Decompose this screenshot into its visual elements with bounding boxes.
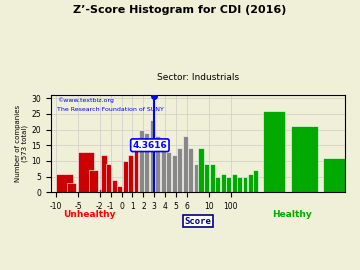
Text: Unhealthy: Unhealthy — [63, 210, 115, 219]
Bar — [215, 177, 220, 193]
Bar — [112, 180, 117, 193]
Text: The Research Foundation of SUNY: The Research Foundation of SUNY — [57, 107, 163, 112]
Bar — [150, 120, 155, 193]
Text: 4.3616: 4.3616 — [132, 141, 167, 150]
Bar — [123, 161, 127, 193]
Text: Sector: Industrials: Sector: Industrials — [157, 73, 239, 82]
Bar — [134, 145, 139, 193]
Y-axis label: Number of companies
(573 total): Number of companies (573 total) — [15, 105, 28, 182]
Bar — [89, 170, 98, 193]
Bar — [263, 111, 285, 193]
Bar — [226, 177, 231, 193]
Bar — [156, 136, 160, 193]
Bar — [128, 155, 133, 193]
Bar — [177, 148, 182, 193]
Bar — [161, 148, 166, 193]
Bar — [221, 174, 226, 193]
Bar — [194, 164, 198, 193]
Bar — [144, 133, 149, 193]
Bar — [183, 136, 188, 193]
Text: ©www.textbiz.org: ©www.textbiz.org — [57, 98, 113, 103]
Bar — [101, 155, 107, 193]
Text: Healthy: Healthy — [272, 210, 312, 219]
Bar — [248, 174, 253, 193]
Bar — [99, 189, 105, 193]
Bar — [204, 164, 209, 193]
Bar — [166, 151, 171, 193]
Bar — [67, 183, 76, 193]
Bar — [139, 130, 144, 193]
Bar — [243, 177, 247, 193]
Bar — [231, 174, 237, 193]
Bar — [56, 174, 73, 193]
Bar — [291, 126, 318, 193]
Bar — [188, 148, 193, 193]
Bar — [78, 151, 94, 193]
Bar — [106, 164, 111, 193]
Bar — [172, 155, 177, 193]
Bar — [210, 164, 215, 193]
Bar — [117, 186, 122, 193]
Bar — [323, 158, 345, 193]
X-axis label: Score: Score — [184, 217, 211, 226]
Text: Z’-Score Histogram for CDI (2016): Z’-Score Histogram for CDI (2016) — [73, 5, 287, 15]
Bar — [253, 170, 258, 193]
Bar — [237, 177, 242, 193]
Bar — [198, 148, 204, 193]
